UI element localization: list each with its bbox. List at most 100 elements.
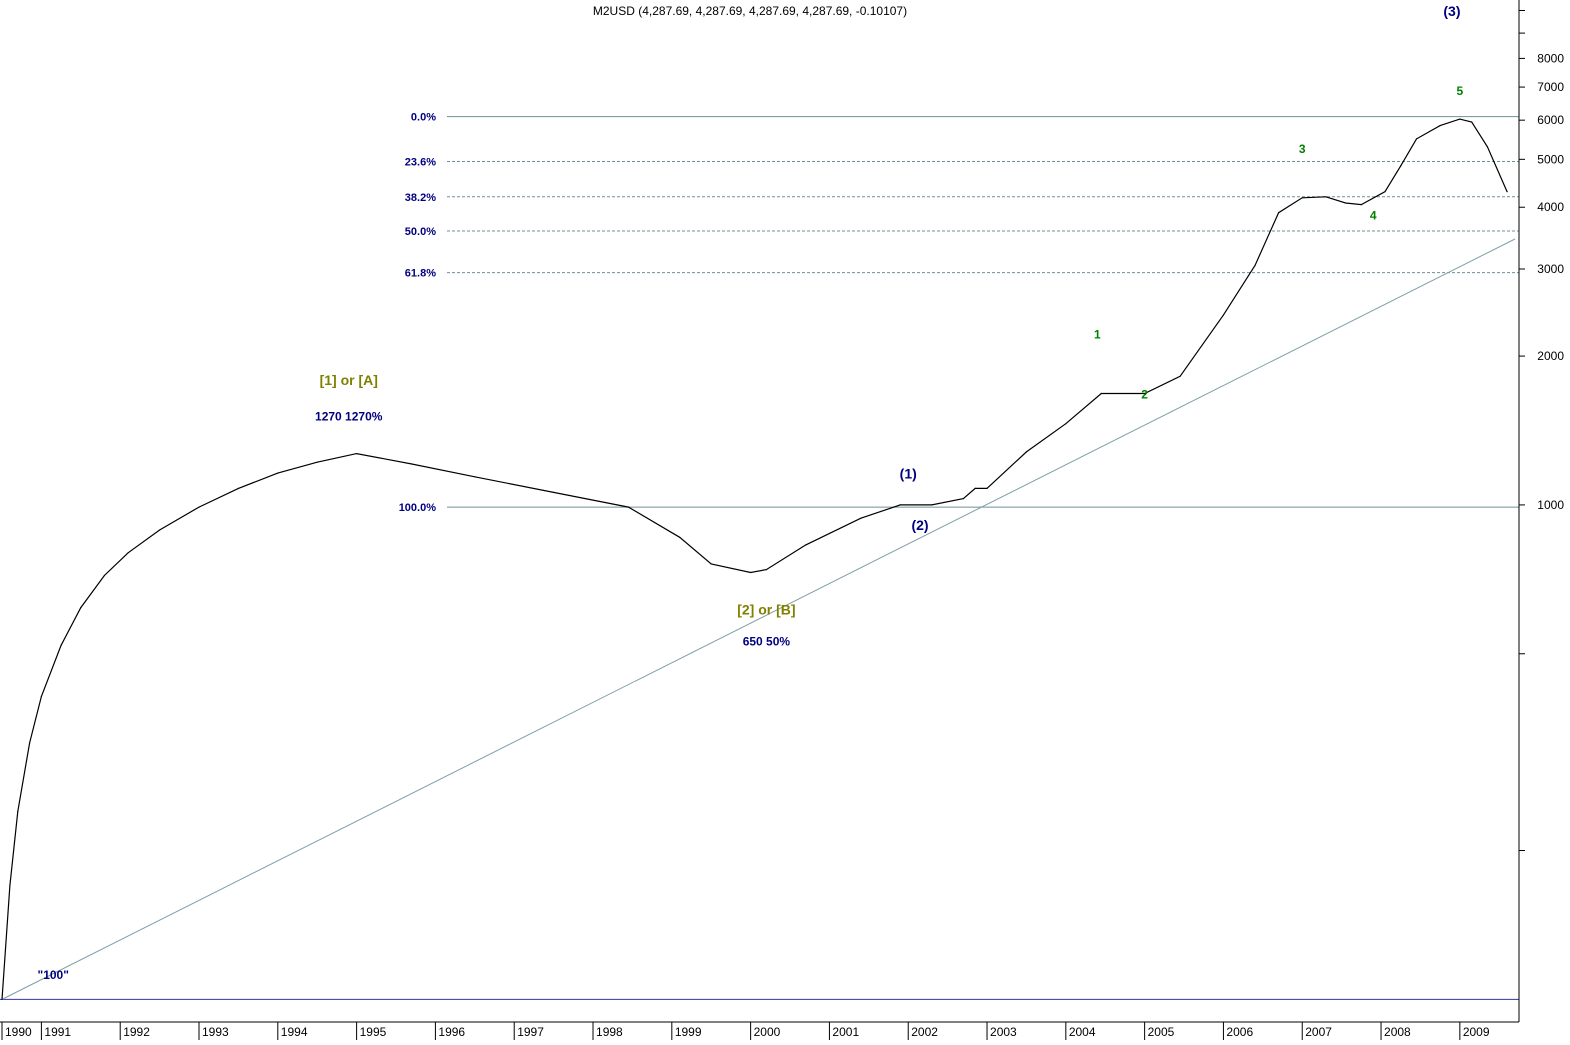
fib-label-2: 38.2%	[405, 192, 436, 204]
series-point-0-30	[1025, 451, 1027, 453]
series-point-0-19	[679, 536, 681, 538]
trendline	[1, 238, 1516, 1000]
series-point-0-44	[1415, 138, 1418, 140]
fib-label-4: 61.8%	[405, 268, 436, 280]
series-point-0-21	[750, 571, 752, 574]
y-tick-label-0: 1000	[1537, 498, 1564, 512]
series-point-0-41	[1360, 204, 1362, 206]
series-point-0-15	[411, 463, 413, 465]
series-point-0-32	[1100, 392, 1102, 395]
x-tick-label-9: 1999	[675, 1025, 702, 1039]
series-point-0-4	[40, 695, 43, 698]
x-tick-label-2: 1992	[123, 1025, 150, 1039]
y-tick-label-1: 2000	[1537, 349, 1564, 363]
x-tick-label-5: 1995	[360, 1025, 387, 1039]
series-point-0-8	[127, 552, 129, 554]
series-point-0-0	[1, 998, 3, 1001]
annotation-label-9: 3	[1299, 142, 1306, 156]
annotation-label-0: [1] or [A]	[320, 372, 378, 388]
trendline-layer	[0, 238, 1519, 1000]
series-point-0-34	[1179, 375, 1181, 377]
series-point-0-11	[237, 487, 239, 489]
annotation-label-7: 1	[1094, 328, 1101, 342]
x-tick-label-15: 2005	[1148, 1025, 1175, 1039]
series-point-0-10	[198, 506, 200, 508]
x-tick-label-16: 2006	[1226, 1025, 1253, 1039]
x-tick-label-11: 2001	[832, 1025, 859, 1039]
x-tick-label-17: 2007	[1305, 1025, 1332, 1039]
x-tick-label-1: 1991	[44, 1025, 71, 1039]
x-tick-label-13: 2003	[990, 1025, 1017, 1039]
series-point-0-25	[899, 504, 901, 506]
series-point-0-22	[765, 569, 768, 571]
series-point-0-27	[962, 498, 965, 500]
series-point-0-46	[1459, 118, 1461, 120]
series-point-0-48	[1486, 146, 1488, 148]
series-point-0-37	[1278, 212, 1280, 214]
series-point-0-36	[1254, 264, 1256, 267]
y-tick-label-3: 4000	[1537, 200, 1564, 214]
x-tick-label-18: 2008	[1384, 1025, 1411, 1039]
x-tick-label-0: 1990	[5, 1025, 32, 1039]
series-point-0-13	[316, 461, 318, 463]
x-tick-label-10: 2000	[754, 1025, 781, 1039]
series-point-0-45	[1439, 125, 1441, 127]
x-tick-label-3: 1993	[202, 1025, 229, 1039]
series-point-0-33	[1144, 392, 1146, 395]
series-point-0-5	[60, 644, 62, 646]
series-point-0-26	[931, 504, 933, 506]
series-point-0-12	[277, 472, 279, 474]
x-tick-label-7: 1997	[517, 1025, 544, 1039]
chart-title: M2USD (4,287.69, 4,287.69, 4,287.69, 4,2…	[593, 4, 907, 18]
y-tick-label-4: 5000	[1537, 152, 1564, 166]
annotation-label-5: (2)	[911, 517, 928, 533]
x-tick-label-12: 2002	[911, 1025, 938, 1039]
series-point-0-43	[1400, 165, 1402, 167]
annotation-label-10: 4	[1370, 208, 1377, 222]
x-tick-label-8: 1998	[596, 1025, 623, 1039]
series-point-0-40	[1345, 202, 1347, 204]
series-point-0-6	[80, 607, 82, 609]
fib-label-5: 100.0%	[399, 502, 437, 514]
series-point-0-9	[159, 529, 161, 531]
y-tick-label-5: 6000	[1537, 113, 1564, 127]
annotation-label-3: 650 50%	[743, 634, 791, 648]
annotation-label-6: (3)	[1443, 3, 1460, 19]
x-tick-label-19: 2009	[1463, 1025, 1490, 1039]
series-line-0	[1, 118, 1508, 1000]
series-point-0-39	[1325, 196, 1327, 198]
series-point-0-31	[1065, 423, 1067, 425]
series-point-0-47	[1471, 121, 1473, 123]
x-tick-label-4: 1994	[281, 1025, 308, 1039]
series-point-0-29	[986, 487, 988, 489]
series-layer	[1, 118, 1508, 1001]
series-point-0-7	[103, 574, 105, 577]
annotation-label-11: 5	[1456, 84, 1463, 98]
annotation-label-2: [2] or [B]	[737, 602, 795, 618]
series-point-0-18	[627, 506, 630, 508]
x-tick-label-6: 1996	[438, 1025, 465, 1039]
fib-label-0: 0.0%	[411, 112, 436, 124]
annotation-label-1: 1270 1270%	[315, 410, 383, 424]
fib-label-1: 23.6%	[405, 156, 436, 168]
y-tick-label-2: 3000	[1537, 262, 1564, 276]
series-point-0-35	[1222, 314, 1224, 316]
series-point-0-2	[17, 810, 19, 813]
annotations: [1] or [A] 1270 1270% [2] or [B] 650 50% (1)…	[38, 3, 1464, 982]
series-point-0-14	[356, 453, 358, 455]
x-tick-label-14: 2004	[1069, 1025, 1096, 1039]
fib-label-3: 50.0%	[405, 226, 436, 238]
series-point-0-24	[860, 517, 862, 519]
annotation-label-4: (1)	[900, 466, 917, 482]
series-point-0-23	[805, 544, 807, 546]
series-point-0-20	[710, 563, 712, 565]
series-point-0-28	[974, 487, 976, 489]
y-tick-label-7: 8000	[1537, 51, 1564, 65]
series-point-0-1	[9, 884, 11, 887]
series-point-0-17	[553, 491, 555, 493]
series-point-0-49	[1506, 191, 1508, 193]
series-point-0-42	[1384, 191, 1386, 193]
